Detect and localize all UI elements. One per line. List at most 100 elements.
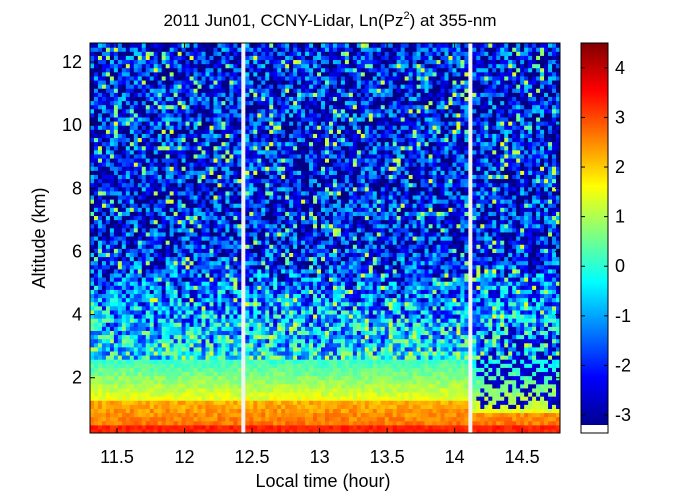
heatmap-cell bbox=[257, 412, 262, 418]
heatmap-cell bbox=[113, 174, 119, 180]
heatmap-cell bbox=[165, 264, 171, 270]
heatmap-cell bbox=[229, 379, 234, 385]
heatmap-cell bbox=[297, 235, 302, 241]
heatmap-cell bbox=[101, 379, 107, 385]
heatmap-cell bbox=[149, 383, 155, 389]
heatmap-cell bbox=[241, 387, 246, 393]
heatmap-cell bbox=[265, 112, 270, 118]
heatmap-cell bbox=[185, 207, 191, 212]
heatmap-cell bbox=[101, 133, 107, 139]
heatmap-cell bbox=[117, 166, 123, 171]
heatmap-cell bbox=[225, 207, 230, 212]
heatmap-cell bbox=[97, 215, 103, 221]
heatmap-cell bbox=[197, 96, 203, 102]
heatmap-cell bbox=[289, 396, 294, 401]
heatmap-cell bbox=[149, 207, 155, 212]
heatmap-cell bbox=[221, 223, 227, 229]
heatmap-cell bbox=[217, 305, 223, 311]
heatmap-cell bbox=[213, 235, 219, 241]
heatmap-cell bbox=[257, 293, 262, 299]
heatmap-cell bbox=[137, 297, 143, 303]
heatmap-cell bbox=[205, 186, 211, 192]
heatmap-cell bbox=[173, 235, 179, 241]
heatmap-cell bbox=[121, 203, 127, 208]
heatmap-cell bbox=[293, 330, 298, 336]
heatmap-cell bbox=[133, 313, 139, 319]
heatmap-cell bbox=[109, 264, 115, 270]
heatmap-cell bbox=[241, 84, 246, 89]
heatmap-cell bbox=[153, 178, 159, 184]
heatmap-cell bbox=[153, 363, 159, 368]
heatmap-cell bbox=[205, 75, 211, 81]
heatmap-cell bbox=[225, 293, 230, 299]
heatmap-cell bbox=[241, 240, 246, 245]
heatmap-cell bbox=[161, 59, 167, 65]
heatmap-cell bbox=[173, 301, 179, 307]
heatmap-cell bbox=[293, 346, 298, 352]
heatmap-cell bbox=[121, 383, 127, 389]
heatmap-cell bbox=[221, 355, 227, 360]
heatmap-cell bbox=[237, 100, 242, 106]
heatmap-cell bbox=[241, 293, 246, 299]
heatmap-cell bbox=[241, 162, 246, 167]
heatmap-cell bbox=[101, 182, 107, 188]
heatmap-cell bbox=[213, 59, 219, 65]
heatmap-cell bbox=[169, 404, 175, 409]
heatmap-cell bbox=[153, 252, 159, 258]
heatmap-cell bbox=[273, 153, 278, 159]
heatmap-cell bbox=[233, 47, 238, 52]
heatmap-cell bbox=[205, 104, 211, 110]
heatmap-cell bbox=[257, 137, 262, 143]
heatmap-cell bbox=[285, 108, 290, 114]
heatmap-cell bbox=[189, 55, 195, 61]
heatmap-cell bbox=[297, 367, 302, 373]
heatmap-cell bbox=[281, 305, 286, 311]
heatmap-cell bbox=[213, 219, 219, 225]
heatmap-cell bbox=[129, 346, 135, 352]
heatmap-cell bbox=[189, 396, 195, 401]
heatmap-cell bbox=[161, 174, 167, 180]
heatmap-cell bbox=[113, 215, 119, 221]
heatmap-cell bbox=[229, 272, 234, 278]
heatmap-cell bbox=[137, 133, 143, 139]
heatmap-cell bbox=[121, 194, 127, 200]
heatmap-cell bbox=[269, 47, 274, 52]
heatmap-cell bbox=[149, 301, 155, 307]
heatmap-cell bbox=[225, 428, 230, 433]
heatmap-cell bbox=[221, 43, 227, 48]
heatmap-cell bbox=[197, 145, 203, 151]
heatmap-cell bbox=[133, 79, 139, 85]
heatmap-cell bbox=[297, 424, 302, 430]
heatmap-cell bbox=[273, 350, 278, 356]
heatmap-cell bbox=[285, 391, 290, 397]
heatmap-cell bbox=[90, 227, 95, 233]
heatmap-cell bbox=[233, 309, 238, 315]
heatmap-cell bbox=[165, 428, 171, 433]
heatmap-cell bbox=[137, 141, 143, 147]
heatmap-cell bbox=[117, 285, 123, 290]
heatmap-cell bbox=[113, 79, 119, 85]
heatmap-cell bbox=[165, 174, 171, 180]
heatmap-cell bbox=[109, 157, 115, 163]
heatmap-cell bbox=[181, 322, 187, 327]
heatmap-cell bbox=[257, 408, 262, 414]
heatmap-cell bbox=[101, 235, 107, 241]
heatmap-cell bbox=[273, 116, 278, 122]
heatmap-cell bbox=[249, 112, 254, 118]
heatmap-cell bbox=[201, 326, 207, 331]
heatmap-cell bbox=[90, 260, 95, 266]
heatmap-cell bbox=[277, 412, 282, 418]
heatmap-cell bbox=[293, 248, 298, 253]
heatmap-cell bbox=[133, 416, 139, 422]
heatmap-cell bbox=[169, 79, 175, 85]
heatmap-cell bbox=[241, 330, 246, 336]
heatmap-cell bbox=[133, 256, 139, 262]
heatmap-cell bbox=[117, 375, 123, 381]
heatmap-cell bbox=[173, 297, 179, 303]
heatmap-cell bbox=[233, 166, 238, 171]
heatmap-cell bbox=[205, 281, 211, 286]
heatmap-cell bbox=[185, 391, 191, 397]
heatmap-cell bbox=[289, 133, 294, 139]
heatmap-cell bbox=[257, 289, 262, 295]
heatmap-cell bbox=[113, 277, 119, 282]
